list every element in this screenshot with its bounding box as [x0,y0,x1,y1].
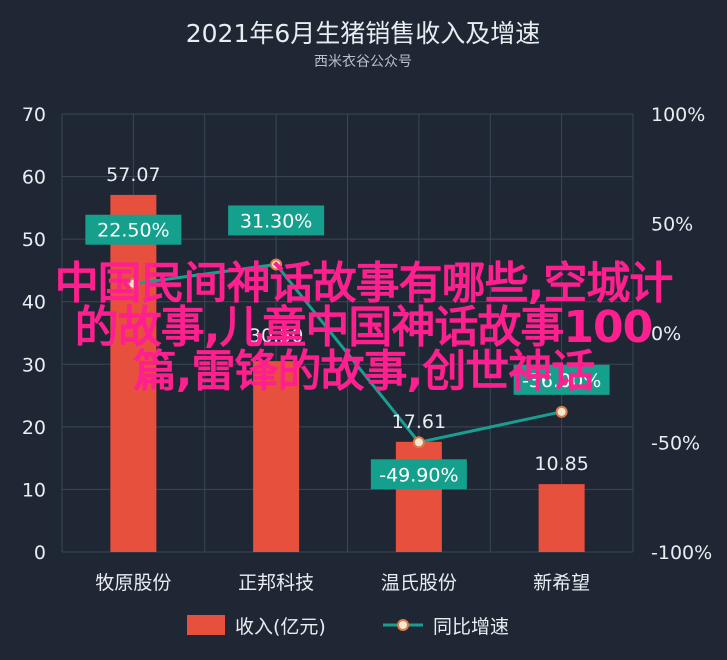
line-marker [270,258,283,271]
x-tick-label: 牧原股份 [95,572,171,594]
growth-line [133,262,562,444]
x-tick-label: 温氏股份 [381,572,457,594]
chart-title: 2021年6月生猪销售收入及增速 [186,19,541,48]
y-tick-label: 10 [22,479,46,501]
line-marker [127,277,140,290]
legend-swatch-bar [187,615,225,635]
y-tick-label: 30 [22,354,46,376]
line-value-label: 22.50% [97,220,169,242]
bar-value-label: 10.85 [534,453,588,475]
bar [253,361,300,552]
x-tick-label: 正邦科技 [238,572,314,594]
line-marker [412,436,425,449]
bar-value-label: 57.07 [106,164,160,186]
y2-tick-label: 50% [651,214,693,236]
y-tick-label: 20 [22,417,46,439]
line-value-box [513,364,610,395]
x-tick-label: 新希望 [533,572,590,594]
line-value-label: -49.90% [379,464,458,486]
y2-tick-label: -50% [651,433,700,455]
legend-label-bar: 收入(亿元) [235,616,326,638]
line-value-label: 31.30% [240,210,312,232]
y-tick-label: 0 [34,542,46,564]
bar-value-label: 17.61 [392,411,446,433]
bar-value-label: 30.50 [249,325,303,347]
y2-tick-label: -100% [651,542,712,564]
y-tick-label: 50 [22,229,46,251]
line-value-box [228,205,325,236]
y2-tick-label: 100% [651,104,705,126]
legend-label-line: 同比增速 [433,616,509,638]
bar [395,441,442,552]
y-tick-label: 40 [22,292,46,314]
bar [538,484,585,552]
chart-subtitle: 西米衣谷公众号 [314,54,412,70]
line-value-box [85,214,182,245]
legend-marker [397,619,409,631]
y2-tick-label: 0% [651,323,681,345]
line-value-label: -36.00% [522,370,601,392]
y-tick-label: 60 [22,167,46,189]
bar [110,194,157,553]
y-tick-label: 70 [22,104,46,126]
line-marker [555,405,568,418]
line-value-box [370,459,467,490]
